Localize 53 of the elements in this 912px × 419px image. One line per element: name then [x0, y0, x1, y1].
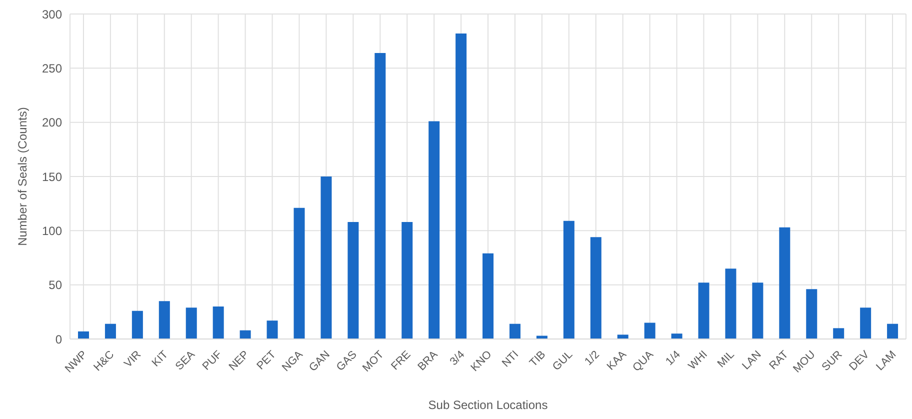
x-tick-label: 3/4: [448, 348, 468, 368]
x-tick-label: BRA: [416, 348, 441, 374]
y-tick-label: 150: [42, 170, 62, 184]
bar: [132, 310, 143, 339]
y-tick-label: 250: [42, 61, 62, 76]
x-tick-label: SEA: [173, 348, 198, 373]
bar: [806, 289, 818, 339]
y-tick-label: 300: [42, 7, 62, 22]
bar: [644, 322, 656, 339]
bar: [186, 308, 197, 339]
y-tick-label: 50: [48, 278, 62, 292]
bar: [617, 334, 628, 339]
x-tick-label: NTI: [500, 348, 522, 370]
x-tick-label: WHI: [686, 348, 710, 372]
bar: [698, 282, 710, 339]
bar: [212, 306, 224, 339]
bar: [158, 301, 170, 339]
bar: [482, 253, 494, 339]
x-tick-label: MIL: [715, 348, 737, 370]
x-tick-label: KAA: [604, 348, 630, 373]
bar: [590, 237, 602, 339]
bar: [294, 208, 305, 339]
bar: [348, 222, 359, 339]
bar: [752, 282, 764, 339]
x-tick-label: VIR: [122, 348, 144, 370]
bar: [456, 34, 467, 339]
bar: [104, 324, 116, 339]
y-tick-label: 0: [55, 332, 62, 346]
bar: [887, 324, 898, 339]
bar: [374, 53, 386, 339]
x-tick-label: 1/4: [664, 348, 683, 368]
bar: [240, 330, 251, 339]
x-tick-label: 1/2: [582, 348, 602, 368]
y-tick-label: 100: [42, 224, 62, 238]
bar: [509, 324, 520, 339]
bar: [725, 268, 736, 339]
bar: [860, 308, 872, 339]
bar: [78, 331, 89, 339]
x-tick-label: KIT: [150, 348, 171, 370]
bar: [563, 220, 574, 339]
bar: [266, 320, 278, 339]
y-tick-label: 200: [42, 116, 62, 130]
x-tick-label: TIB: [527, 348, 548, 370]
y-axis-title: Number of Seals (Counts): [15, 107, 30, 246]
bar: [779, 227, 790, 339]
bar: [671, 334, 682, 339]
bar: [833, 328, 844, 339]
bar: [428, 121, 440, 339]
bar: [402, 222, 413, 339]
x-axis-title: Sub Section Locations: [428, 398, 548, 412]
x-tick-label: QUA: [630, 348, 656, 374]
x-tick-label: GUL: [550, 348, 576, 374]
bar: [320, 176, 332, 339]
